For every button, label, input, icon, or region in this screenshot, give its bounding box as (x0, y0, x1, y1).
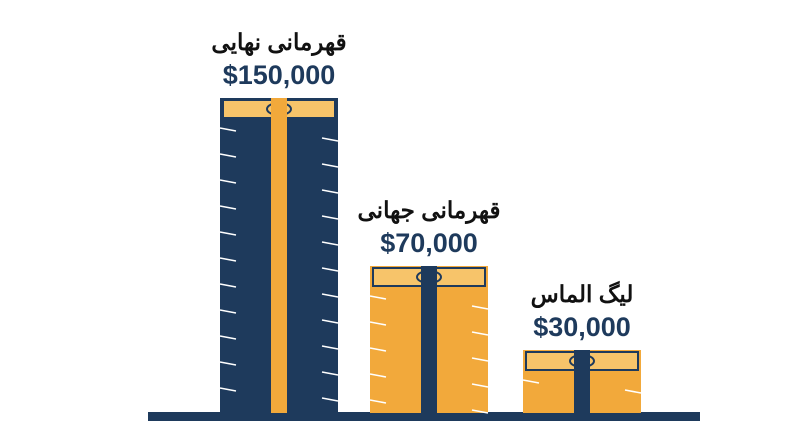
stack-notch (369, 321, 387, 326)
value-label: $30,000 (533, 312, 631, 342)
stack-notch (219, 153, 237, 158)
stack-notch (471, 357, 489, 362)
stack-notch (219, 257, 237, 262)
stack-notch (471, 383, 489, 388)
stack-notch (321, 241, 339, 246)
ribbon (574, 350, 590, 413)
stack-notch (321, 293, 339, 298)
stack-notch (369, 295, 387, 300)
stack-notch (219, 309, 237, 314)
stack-notch (321, 189, 339, 194)
stack-notch (219, 231, 237, 236)
stack-notch (624, 389, 642, 394)
stack-notch (321, 137, 339, 142)
stack-notch (219, 205, 237, 210)
ribbon (421, 266, 437, 413)
stack-notch (369, 399, 387, 404)
stack-notch (321, 345, 339, 350)
stack-notch (219, 179, 237, 184)
stack-notch (219, 127, 237, 132)
stack-notch (219, 335, 237, 340)
stack-notch (321, 163, 339, 168)
stack-notch (321, 267, 339, 272)
stack-notch (219, 387, 237, 392)
base-line (148, 412, 700, 421)
category-label: قهرمانی جهانی (358, 197, 501, 225)
stack-notch (321, 371, 339, 376)
stack-notch (321, 397, 339, 402)
stack-notch (369, 373, 387, 378)
value-label: $150,000 (223, 60, 336, 90)
ribbon (271, 98, 287, 413)
stack-notch (471, 409, 489, 414)
value-label: $70,000 (380, 228, 478, 258)
category-label: لیگ الماس (531, 280, 634, 309)
stack-notch (522, 379, 540, 384)
stack-notch (471, 305, 489, 310)
stack-notch (219, 361, 237, 366)
stack-notch (321, 319, 339, 324)
stack-notch (321, 215, 339, 220)
stack-notch (219, 283, 237, 288)
stack-notch (471, 331, 489, 336)
category-label: قهرمانی نهایی (211, 29, 346, 57)
stack-notch (369, 347, 387, 352)
